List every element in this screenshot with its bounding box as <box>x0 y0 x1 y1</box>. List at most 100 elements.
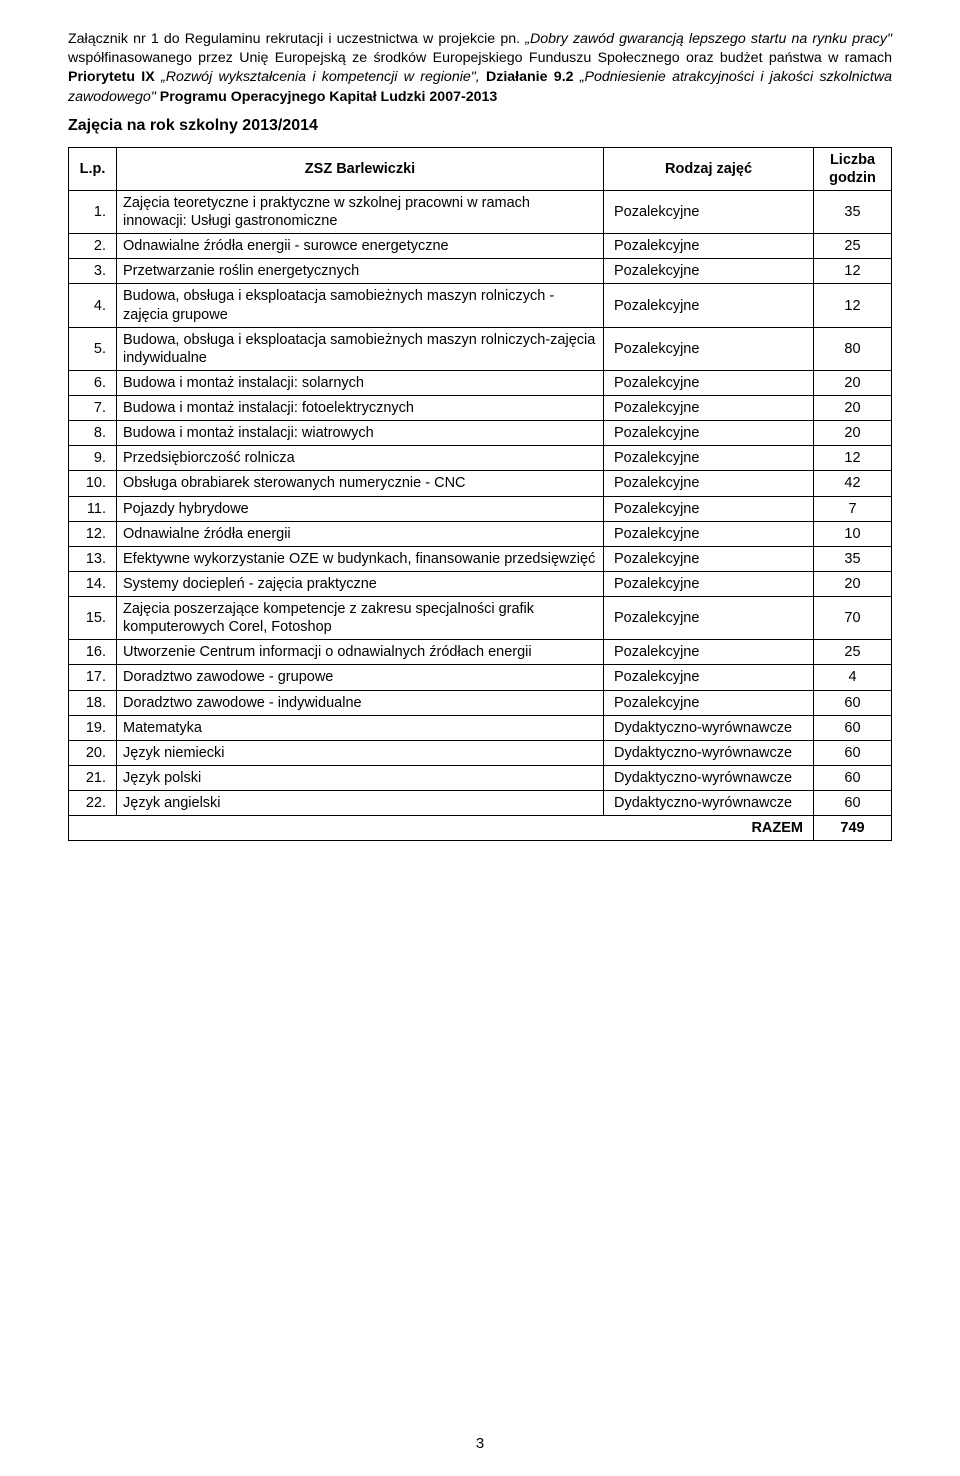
cell-hours: 12 <box>814 284 892 327</box>
header-block: Załącznik nr 1 do Regulaminu rekrutacji … <box>68 30 892 107</box>
cell-type: Pozalekcyjne <box>604 284 814 327</box>
cell-desc: Doradztwo zawodowe - indywidualne <box>117 690 604 715</box>
cell-hours: 60 <box>814 765 892 790</box>
cell-total-value: 749 <box>814 816 892 841</box>
cell-type: Pozalekcyjne <box>604 665 814 690</box>
cell-type: Pozalekcyjne <box>604 546 814 571</box>
cell-desc: Język angielski <box>117 791 604 816</box>
cell-hours: 4 <box>814 665 892 690</box>
table-row: 5.Budowa, obsługa i eksploatacja samobie… <box>69 327 892 370</box>
col-desc: ZSZ Barlewiczki <box>117 147 604 190</box>
cell-hours: 35 <box>814 190 892 233</box>
cell-lp: 5. <box>69 327 117 370</box>
table-row: 15.Zajęcia poszerzające kompetencje z za… <box>69 597 892 640</box>
cell-desc: Budowa, obsługa i eksploatacja samobieżn… <box>117 284 604 327</box>
cell-type: Pozalekcyjne <box>604 496 814 521</box>
cell-desc: Budowa, obsługa i eksploatacja samobieżn… <box>117 327 604 370</box>
cell-type: Pozalekcyjne <box>604 370 814 395</box>
cell-desc: Zajęcia poszerzające kompetencje z zakre… <box>117 597 604 640</box>
cell-hours: 60 <box>814 715 892 740</box>
cell-hours: 20 <box>814 370 892 395</box>
cell-lp: 12. <box>69 521 117 546</box>
cell-lp: 22. <box>69 791 117 816</box>
cell-hours: 42 <box>814 471 892 496</box>
cell-type: Dydaktyczno-wyrównawcze <box>604 791 814 816</box>
table-row: 17.Doradztwo zawodowe - grupowePozalekcy… <box>69 665 892 690</box>
cell-lp: 3. <box>69 259 117 284</box>
table-header-row: L.p. ZSZ Barlewiczki Rodzaj zajęć Liczba… <box>69 147 892 190</box>
cell-hours: 25 <box>814 640 892 665</box>
hdr-text-3: współfinasowanego przez Unię Europejską … <box>68 50 892 66</box>
cell-desc: Matematyka <box>117 715 604 740</box>
cell-total-label: RAZEM <box>69 816 814 841</box>
cell-type: Pozalekcyjne <box>604 190 814 233</box>
cell-lp: 11. <box>69 496 117 521</box>
hdr-text-5: „Rozwój wykształcenia i kompetencji w re… <box>161 69 486 85</box>
cell-type: Pozalekcyjne <box>604 521 814 546</box>
cell-desc: Zajęcia teoretyczne i praktyczne w szkol… <box>117 190 604 233</box>
col-hours: Liczba godzin <box>814 147 892 190</box>
cell-desc: Budowa i montaż instalacji: fotoelektryc… <box>117 396 604 421</box>
cell-hours: 20 <box>814 396 892 421</box>
cell-lp: 7. <box>69 396 117 421</box>
table-row: 3.Przetwarzanie roślin energetycznychPoz… <box>69 259 892 284</box>
cell-type: Dydaktyczno-wyrównawcze <box>604 765 814 790</box>
cell-hours: 7 <box>814 496 892 521</box>
table-row: 7.Budowa i montaż instalacji: fotoelektr… <box>69 396 892 421</box>
cell-hours: 10 <box>814 521 892 546</box>
cell-lp: 1. <box>69 190 117 233</box>
cell-type: Pozalekcyjne <box>604 446 814 471</box>
table-row: 8.Budowa i montaż instalacji: wiatrowych… <box>69 421 892 446</box>
table-row: 16.Utworzenie Centrum informacji o odnaw… <box>69 640 892 665</box>
table-row: 1.Zajęcia teoretyczne i praktyczne w szk… <box>69 190 892 233</box>
table-total-row: RAZEM749 <box>69 816 892 841</box>
cell-desc: Budowa i montaż instalacji: wiatrowych <box>117 421 604 446</box>
cell-hours: 60 <box>814 690 892 715</box>
cell-type: Pozalekcyjne <box>604 471 814 496</box>
hdr-text-8: Programu Operacyjnego Kapitał Ludzki 200… <box>160 89 497 105</box>
cell-desc: Budowa i montaż instalacji: solarnych <box>117 370 604 395</box>
cell-hours: 80 <box>814 327 892 370</box>
cell-type: Pozalekcyjne <box>604 640 814 665</box>
cell-lp: 15. <box>69 597 117 640</box>
cell-lp: 10. <box>69 471 117 496</box>
table-row: 19.MatematykaDydaktyczno-wyrównawcze60 <box>69 715 892 740</box>
table-row: 11.Pojazdy hybrydowePozalekcyjne7 <box>69 496 892 521</box>
cell-hours: 70 <box>814 597 892 640</box>
table-row: 22.Język angielskiDydaktyczno-wyrównawcz… <box>69 791 892 816</box>
cell-type: Pozalekcyjne <box>604 234 814 259</box>
table-row: 20.Język niemieckiDydaktyczno-wyrównawcz… <box>69 740 892 765</box>
cell-hours: 25 <box>814 234 892 259</box>
cell-hours: 60 <box>814 740 892 765</box>
cell-type: Pozalekcyjne <box>604 690 814 715</box>
table-row: 18.Doradztwo zawodowe - indywidualnePoza… <box>69 690 892 715</box>
cell-type: Pozalekcyjne <box>604 396 814 421</box>
page: Załącznik nr 1 do Regulaminu rekrutacji … <box>0 0 960 1476</box>
cell-desc: Systemy dociepleń - zajęcia praktyczne <box>117 571 604 596</box>
cell-type: Pozalekcyjne <box>604 597 814 640</box>
cell-lp: 4. <box>69 284 117 327</box>
cell-lp: 19. <box>69 715 117 740</box>
cell-lp: 17. <box>69 665 117 690</box>
table-row: 6.Budowa i montaż instalacji: solarnychP… <box>69 370 892 395</box>
cell-desc: Odnawialne źródła energii - surowce ener… <box>117 234 604 259</box>
cell-type: Pozalekcyjne <box>604 327 814 370</box>
hdr-text-6: Działanie 9.2 <box>486 69 580 85</box>
cell-lp: 2. <box>69 234 117 259</box>
cell-desc: Odnawialne źródła energii <box>117 521 604 546</box>
cell-desc: Język polski <box>117 765 604 790</box>
cell-hours: 35 <box>814 546 892 571</box>
cell-lp: 16. <box>69 640 117 665</box>
cell-type: Pozalekcyjne <box>604 421 814 446</box>
cell-lp: 9. <box>69 446 117 471</box>
cell-hours: 12 <box>814 446 892 471</box>
cell-hours: 20 <box>814 421 892 446</box>
cell-lp: 6. <box>69 370 117 395</box>
cell-hours: 12 <box>814 259 892 284</box>
table-row: 9.Przedsiębiorczość rolniczaPozalekcyjne… <box>69 446 892 471</box>
cell-lp: 8. <box>69 421 117 446</box>
table-row: 10.Obsługa obrabiarek sterowanych numery… <box>69 471 892 496</box>
cell-type: Pozalekcyjne <box>604 259 814 284</box>
cell-type: Pozalekcyjne <box>604 571 814 596</box>
cell-lp: 21. <box>69 765 117 790</box>
